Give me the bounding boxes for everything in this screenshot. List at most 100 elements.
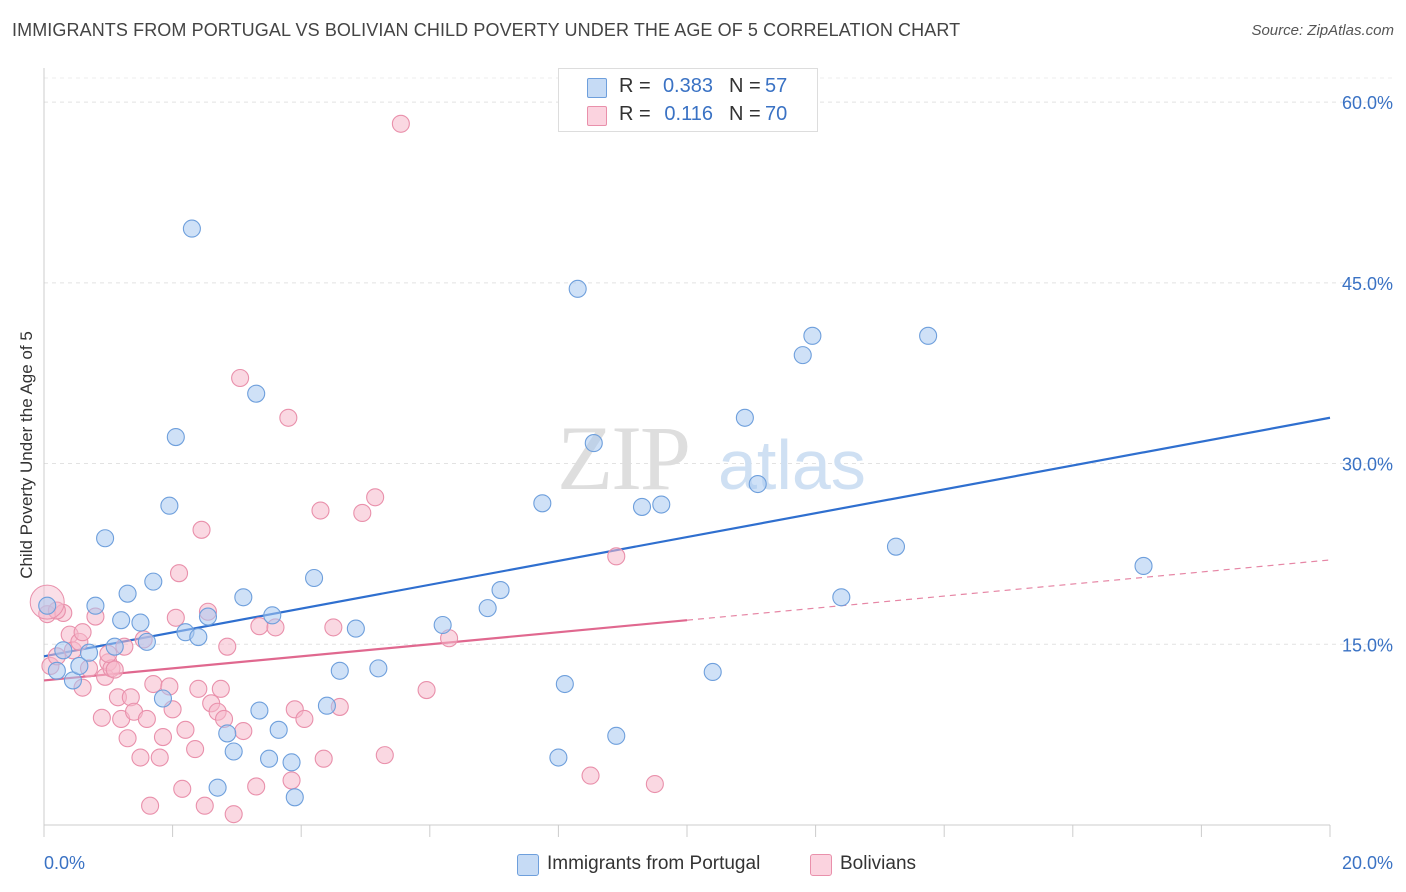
bottom-legend-label-bolivians: Bolivians bbox=[840, 853, 917, 874]
portugal-trend-line bbox=[43, 416, 1331, 658]
portugal-point bbox=[568, 279, 587, 298]
chart-source: Source: ZipAtlas.com bbox=[1251, 22, 1394, 39]
bolivians-point bbox=[176, 720, 195, 739]
portugal-point bbox=[137, 632, 156, 651]
portugal-point bbox=[1134, 556, 1153, 576]
legend-n-label: N = bbox=[729, 75, 761, 97]
bolivians-point bbox=[224, 805, 243, 824]
bolivians-point bbox=[311, 501, 330, 520]
portugal-point bbox=[346, 619, 365, 638]
bolivians-point bbox=[141, 796, 160, 815]
portugal-point bbox=[250, 701, 269, 720]
bolivians-point bbox=[314, 749, 333, 768]
bottom-legend-swatch-portugal bbox=[517, 854, 539, 876]
bolivians-point bbox=[189, 679, 208, 698]
bolivians-point bbox=[105, 660, 124, 679]
watermark: ZIP atlas bbox=[557, 407, 866, 509]
portugal-point bbox=[703, 662, 722, 682]
y-tick-label: 45.0% bbox=[1342, 274, 1393, 294]
portugal-point bbox=[54, 641, 73, 660]
portugal-point bbox=[234, 588, 253, 607]
bolivians-point bbox=[131, 748, 150, 767]
portugal-point bbox=[632, 497, 652, 516]
portugal-point bbox=[735, 408, 754, 427]
y-tick-label: 60.0% bbox=[1342, 93, 1393, 113]
portugal-point bbox=[166, 427, 185, 447]
portugal-point bbox=[584, 434, 603, 453]
portugal-point bbox=[118, 584, 137, 603]
portugal-points bbox=[38, 219, 1153, 807]
bolivians-trend-line bbox=[43, 619, 688, 682]
portugal-point bbox=[182, 219, 201, 238]
bolivians-point bbox=[247, 777, 266, 796]
portugal-point bbox=[112, 611, 131, 630]
bolivians-point bbox=[173, 779, 192, 798]
portugal-point bbox=[793, 346, 812, 365]
portugal-point bbox=[86, 596, 105, 615]
bolivians-point bbox=[195, 796, 214, 815]
legend-n-value: 70 bbox=[765, 103, 788, 125]
legend-n-label: N = bbox=[729, 103, 761, 125]
trend-lines bbox=[43, 416, 1331, 682]
bolivians-point bbox=[282, 771, 301, 790]
tick-labels: 15.0% 30.0% 45.0% 60.0% 0.0% 20.0% bbox=[44, 93, 1393, 873]
bolivians-point bbox=[192, 520, 211, 539]
bolivians-point bbox=[607, 547, 626, 566]
bolivians-point bbox=[153, 727, 173, 747]
portugal-point bbox=[224, 742, 243, 761]
portugal-point bbox=[208, 778, 227, 797]
portugal-point bbox=[886, 537, 906, 556]
bolivians-point bbox=[169, 564, 189, 583]
bolivians-point bbox=[234, 721, 253, 741]
portugal-point bbox=[153, 689, 173, 708]
legend-r-label: R = bbox=[619, 103, 651, 125]
bolivians-point bbox=[353, 503, 372, 522]
portugal-point bbox=[549, 748, 568, 767]
portugal-point bbox=[131, 613, 150, 632]
legend-r-value: 0.116 bbox=[664, 103, 713, 125]
portugal-point bbox=[832, 588, 851, 607]
portugal-point bbox=[144, 572, 163, 591]
bolivians-trend-extension bbox=[686, 559, 1331, 621]
x-tick-label: 20.0% bbox=[1342, 853, 1393, 873]
portugal-point bbox=[330, 661, 349, 680]
bolivians-point bbox=[295, 709, 314, 729]
portugal-point bbox=[369, 659, 388, 678]
bolivians-point bbox=[144, 674, 163, 694]
y-tick-label: 30.0% bbox=[1342, 455, 1393, 475]
legend-swatch-portugal bbox=[587, 78, 607, 98]
portugal-point bbox=[803, 326, 822, 345]
portugal-point bbox=[38, 596, 57, 615]
bolivians-point bbox=[150, 748, 169, 767]
portugal-point bbox=[247, 384, 266, 403]
portugal-point bbox=[79, 643, 99, 662]
watermark-atlas: atlas bbox=[718, 426, 866, 504]
bolivians-point bbox=[391, 114, 410, 133]
correlation-legend: R = 0.383 N = 57 R = 0.116 N = 70 bbox=[558, 68, 818, 132]
portugal-point bbox=[555, 674, 574, 694]
portugal-point bbox=[748, 474, 767, 494]
bolivians-point bbox=[324, 618, 343, 637]
watermark-zip: ZIP bbox=[557, 407, 689, 509]
portugal-point bbox=[47, 661, 66, 680]
bolivians-point bbox=[166, 608, 185, 627]
bolivians-point bbox=[137, 709, 156, 729]
bolivians-point bbox=[92, 708, 111, 727]
portugal-point bbox=[533, 494, 552, 513]
portugal-point bbox=[305, 568, 324, 588]
x-tick-label: 0.0% bbox=[44, 853, 85, 873]
portugal-point bbox=[282, 753, 301, 772]
portugal-point bbox=[491, 581, 510, 600]
bottom-legend-label-portugal: Immigrants from Portugal bbox=[547, 853, 761, 874]
legend-n-value: 57 bbox=[765, 75, 788, 97]
legend-r-value: 0.383 bbox=[662, 75, 713, 97]
legend-swatch-bolivians bbox=[587, 106, 607, 126]
bolivians-point bbox=[231, 368, 250, 388]
bolivians-point bbox=[73, 623, 92, 642]
bolivians-point bbox=[417, 681, 436, 700]
bolivians-point bbox=[279, 408, 298, 427]
portugal-point bbox=[285, 788, 304, 807]
portugal-point bbox=[317, 696, 336, 715]
y-tick-label: 15.0% bbox=[1342, 635, 1393, 655]
portugal-point bbox=[607, 726, 626, 745]
